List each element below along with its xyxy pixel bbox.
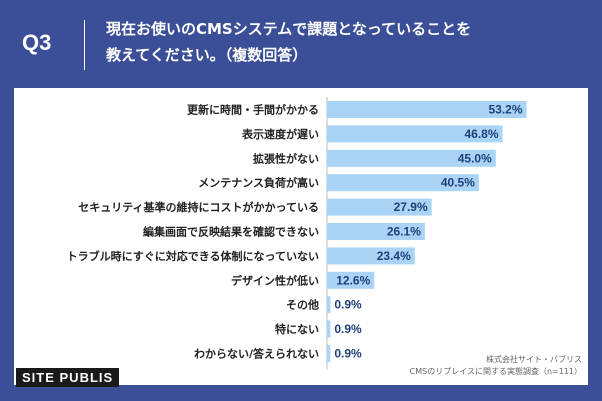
bar-chart: 更新に時間・手間がかかる 53.2% 表示速度が遅い 46.8% 拡張性がない 45.0%… [67, 97, 527, 370]
chart-card: 更新に時間・手間がかかる 53.2% 表示速度が遅い 46.8% 拡張性がない 45.0%… [14, 88, 588, 385]
value-label: 45.0% [458, 151, 492, 165]
bar [327, 296, 331, 314]
category-label: 更新に時間・手間がかかる [187, 103, 319, 117]
question-title-line-1: 現在お使いのCMSシステムで課題となっていることを [106, 20, 472, 38]
bar [327, 247, 415, 265]
question-title-line-2: 教えてください。（複数回答） [106, 46, 308, 64]
question-number: Q3 [22, 30, 52, 55]
category-label: 特にない [275, 322, 319, 336]
site-publis-logo: SITE PUBLIS [16, 368, 120, 387]
value-label: 40.5% [441, 176, 475, 190]
source-company: 株式会社サイト・パブリス [486, 355, 582, 364]
value-label: 0.9% [334, 322, 362, 336]
bar [327, 149, 496, 167]
category-label: 表示速度が遅い [241, 127, 319, 141]
value-label: 12.6% [336, 273, 370, 287]
bar [327, 101, 527, 118]
bar [327, 223, 425, 240]
category-label: 拡張性がない [253, 151, 319, 165]
bar [327, 125, 503, 143]
value-label: 53.2% [488, 103, 522, 117]
category-label: わからない/答えられない [194, 347, 319, 361]
value-label: 26.1% [387, 225, 421, 239]
category-label: その他 [286, 298, 319, 312]
bar [327, 198, 432, 216]
source-note: 株式会社サイト・パブリス CMSのリプレイスに関する実態調査（n=111） [410, 354, 582, 378]
value-label: 0.9% [334, 347, 362, 361]
value-label: 23.4% [377, 249, 411, 263]
value-label: 46.8% [464, 127, 498, 141]
header-divider [84, 20, 85, 70]
bar [327, 271, 375, 289]
category-label: セキュリティ基準の維持にコストがかかっている [78, 200, 319, 214]
bar [327, 174, 479, 192]
header: Q3 現在お使いのCMSシステムで課題となっていることを 教えてください。（複数… [0, 0, 602, 88]
value-label: 27.9% [394, 200, 428, 214]
category-label: トラブル時にすぐに対応できる体制になっていない [67, 249, 319, 263]
category-label: メンテナンス負荷が高い [198, 176, 319, 190]
bar [327, 320, 331, 338]
value-label: 0.9% [334, 298, 362, 312]
question-title: 現在お使いのCMSシステムで課題となっていることを 教えてください。（複数回答） [106, 16, 576, 68]
bar [327, 345, 331, 362]
source-survey: CMSのリプレイスに関する実態調査（n=111） [409, 367, 582, 376]
category-label: デザイン性が低い [231, 273, 319, 287]
category-label: 編集画面で反映結果を確認できない [143, 225, 319, 239]
